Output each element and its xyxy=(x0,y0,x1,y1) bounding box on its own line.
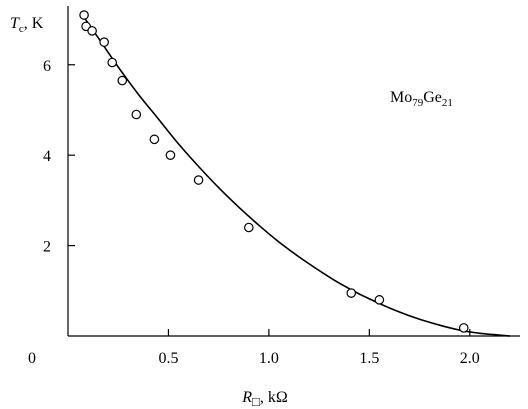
x-tick-label: 2.0 xyxy=(460,350,480,367)
data-point xyxy=(87,26,97,36)
x-tick-label: 1.0 xyxy=(259,350,279,367)
x-axis-ticks: 0 0.5 1.0 1.5 2.0 xyxy=(28,329,480,367)
data-point xyxy=(193,175,204,185)
x-tick-label: 0.5 xyxy=(158,350,178,367)
fit-curve xyxy=(83,16,511,337)
data-point xyxy=(374,295,385,305)
data-point xyxy=(107,57,117,68)
axes xyxy=(67,6,520,337)
data-point xyxy=(117,75,128,86)
data-point xyxy=(165,150,176,160)
data-points-layer xyxy=(79,10,469,333)
y-tick-label: 6 xyxy=(43,58,51,75)
y-tick-label: 4 xyxy=(43,148,51,165)
y-axis-label: Tc, K xyxy=(10,15,44,35)
data-point xyxy=(131,109,142,120)
data-point xyxy=(99,37,109,47)
x-axis-label: R□, kΩ xyxy=(241,389,288,409)
fit-curve-layer xyxy=(83,16,511,337)
data-point xyxy=(346,288,357,298)
y-tick-label: 2 xyxy=(43,239,51,256)
x-tick-label: 1.5 xyxy=(359,350,379,367)
x-tick-label: 0 xyxy=(28,350,36,367)
data-point xyxy=(79,10,89,20)
data-point xyxy=(458,323,469,333)
data-point xyxy=(244,222,254,233)
material-annotation: Mo79Ge21 xyxy=(390,89,453,109)
y-axis-ticks: 2 4 6 xyxy=(43,58,75,256)
data-point xyxy=(149,134,160,145)
